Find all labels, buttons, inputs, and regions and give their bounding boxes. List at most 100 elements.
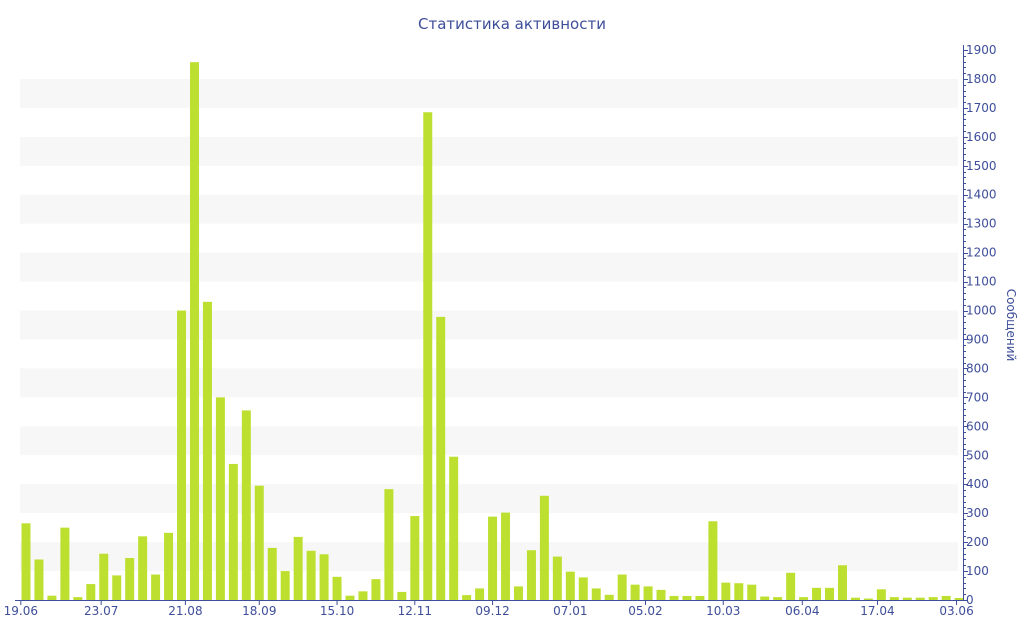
- y-tick-label: 1700: [966, 101, 997, 115]
- x-tick-label: 19.06: [4, 604, 38, 618]
- y-axis-label: Сообщений: [1004, 289, 1018, 362]
- bar: [371, 579, 381, 600]
- bar: [513, 586, 523, 600]
- bar: [60, 527, 70, 600]
- bar: [280, 571, 290, 600]
- bar: [850, 597, 860, 600]
- bar: [876, 589, 886, 600]
- bar: [656, 589, 666, 600]
- bar: [863, 598, 873, 600]
- grid-bands: [20, 78, 958, 572]
- bars: [21, 62, 964, 600]
- y-tick-label: 1100: [966, 275, 997, 289]
- bar: [462, 595, 472, 600]
- bar: [112, 575, 122, 600]
- x-tick-label: 12.11: [398, 604, 432, 618]
- grid-band: [20, 78, 958, 108]
- x-tick-label: 07.01: [553, 604, 587, 618]
- grid-band: [20, 252, 958, 282]
- bar: [345, 595, 355, 600]
- bar: [358, 591, 368, 600]
- bar: [164, 532, 174, 600]
- bar: [21, 523, 31, 600]
- bar: [552, 556, 562, 600]
- grid-band: [20, 310, 958, 340]
- y-tick-label: 1800: [966, 72, 997, 86]
- bar: [34, 559, 44, 600]
- y-tick-label: 100: [966, 564, 989, 578]
- bar: [306, 550, 316, 600]
- x-tick-label: 03.06: [939, 604, 973, 618]
- bar: [837, 565, 847, 600]
- y-tick-label: 500: [966, 448, 989, 462]
- y-tick-label: 1300: [966, 217, 997, 231]
- y-tick-label: 1600: [966, 130, 997, 144]
- x-tick-label: 23.07: [84, 604, 118, 618]
- y-tick-label: 1400: [966, 188, 997, 202]
- bar: [565, 571, 575, 600]
- x-tick-label: 05.02: [628, 604, 662, 618]
- x-tick-label: 18.09: [242, 604, 276, 618]
- y-tick-label: 1200: [966, 246, 997, 260]
- bar: [397, 591, 407, 600]
- bar: [73, 597, 83, 600]
- bar: [643, 586, 653, 600]
- bar: [138, 536, 148, 600]
- bar: [695, 595, 705, 600]
- bar: [189, 62, 199, 600]
- bar: [682, 595, 692, 600]
- y-tick-label: 1900: [966, 43, 997, 57]
- bar: [760, 596, 770, 600]
- bar: [241, 410, 251, 600]
- y-tick-label: 700: [966, 390, 989, 404]
- bar: [734, 583, 744, 600]
- bar: [319, 554, 329, 600]
- bar: [86, 584, 96, 600]
- bar: [501, 512, 511, 600]
- chart-title: Статистика активности: [418, 15, 606, 33]
- bar: [954, 597, 964, 600]
- bar: [941, 595, 951, 600]
- y-tick-label: 1500: [966, 159, 997, 173]
- bar: [293, 536, 303, 600]
- y-axis: 0 100 200 300 400 500 600 700 800 900 1000 1100 1200…: [963, 43, 997, 607]
- y-tick-label: 300: [966, 506, 989, 520]
- bar: [812, 587, 822, 600]
- bar: [475, 588, 485, 600]
- grid-band: [20, 136, 958, 166]
- bar: [630, 584, 640, 600]
- x-tick-label: 09.12: [475, 604, 509, 618]
- bar: [410, 516, 420, 600]
- bar: [215, 397, 225, 600]
- y-tick-label: 0: [966, 593, 974, 607]
- bar: [384, 489, 394, 600]
- x-tick-label: 06.04: [785, 604, 819, 618]
- bar: [228, 463, 238, 600]
- bar: [202, 301, 212, 600]
- y-tick-label: 600: [966, 419, 989, 433]
- x-axis: 19.06 23.07 21.08 18.09 15.10 12.11 09.12 07.01…: [4, 600, 974, 618]
- bar: [915, 597, 925, 600]
- y-tick-label: 400: [966, 477, 989, 491]
- x-tick-label: 10.03: [706, 604, 740, 618]
- x-tick-label: 17.04: [860, 604, 894, 618]
- bar: [721, 582, 731, 600]
- bar: [786, 572, 796, 600]
- y-tick-label: 1000: [966, 304, 997, 318]
- bar: [902, 597, 912, 600]
- bar: [578, 577, 588, 600]
- bar: [799, 597, 809, 600]
- bar: [47, 595, 57, 600]
- bar: [539, 495, 549, 600]
- bar: [889, 597, 899, 600]
- bar: [825, 587, 835, 600]
- bar: [423, 112, 433, 600]
- bar: [267, 547, 277, 600]
- bar: [747, 584, 757, 600]
- grid-band: [20, 426, 958, 456]
- x-tick-label: 15.10: [320, 604, 354, 618]
- bar: [708, 521, 718, 600]
- bar: [526, 550, 536, 600]
- grid-band: [20, 368, 958, 398]
